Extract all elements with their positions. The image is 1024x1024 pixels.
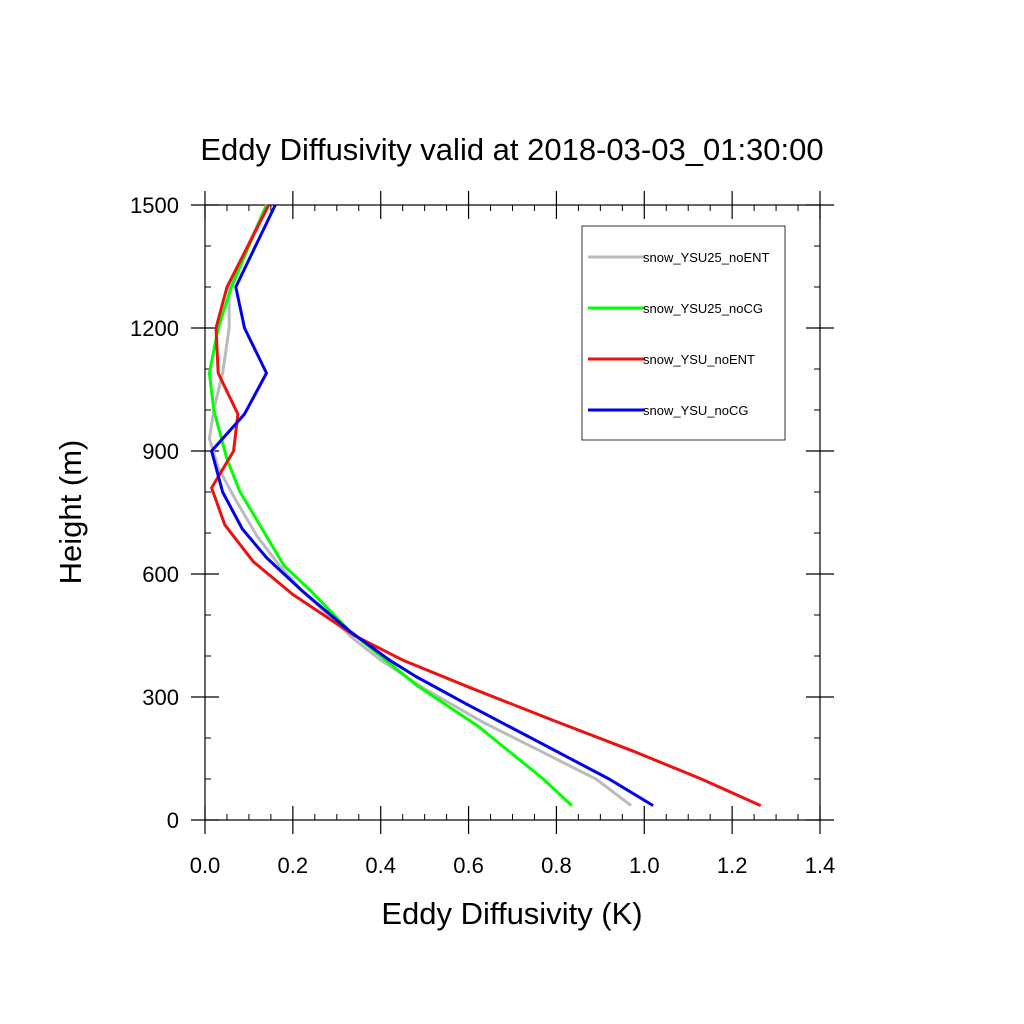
x-tick-label: 0.4 <box>365 853 396 878</box>
x-tick-label: 0.0 <box>190 853 221 878</box>
minor-ticks <box>205 205 820 820</box>
y-axis-label: Height (m) <box>53 440 88 585</box>
y-tick-label: 300 <box>142 685 179 710</box>
y-tick-label: 900 <box>142 439 179 464</box>
legend-label: snow_YSU25_noENT <box>643 250 770 265</box>
x-tick-label: 1.2 <box>717 853 748 878</box>
major-ticks <box>191 191 834 834</box>
legend-label: snow_YSU_noCG <box>643 403 749 418</box>
x-axis-label: Eddy Diffusivity (K) <box>381 896 642 931</box>
legend-box <box>581 225 786 441</box>
legend-label: snow_YSU25_noCG <box>643 301 763 316</box>
x-tick-label: 0.6 <box>453 853 484 878</box>
x-tick-label: 1.4 <box>805 853 836 878</box>
series-line-snow-ysu25-noent <box>207 204 633 807</box>
series-line-snow-ysu25-nocg <box>207 204 573 807</box>
x-tick-labels: 0.0 0.2 0.4 0.6 0.8 1.0 1.2 1.4 <box>190 853 836 878</box>
x-tick-label: 0.8 <box>541 853 572 878</box>
x-tick-label: 1.0 <box>629 853 660 878</box>
legend-label: snow_YSU_noENT <box>643 352 755 367</box>
series-line-snow-ysu-nocg <box>210 204 654 807</box>
x-tick-label: 0.2 <box>278 853 309 878</box>
y-tick-label: 600 <box>142 562 179 587</box>
y-tick-labels: 0 300 600 900 1200 1500 <box>130 193 179 833</box>
y-tick-label: 1500 <box>130 193 179 218</box>
series-line-snow-ysu-noent <box>210 204 762 807</box>
legend: snow_YSU25_noENT snow_YSU25_noCG snow_YSU_… <box>581 225 786 441</box>
y-tick-label: 1200 <box>130 316 179 341</box>
series-group <box>207 204 762 807</box>
legend-items: snow_YSU25_noENT snow_YSU25_noCG snow_YSU_… <box>588 250 770 418</box>
y-tick-label: 0 <box>167 808 179 833</box>
chart-title: Eddy Diffusivity valid at 2018-03-03_01:… <box>200 132 823 167</box>
